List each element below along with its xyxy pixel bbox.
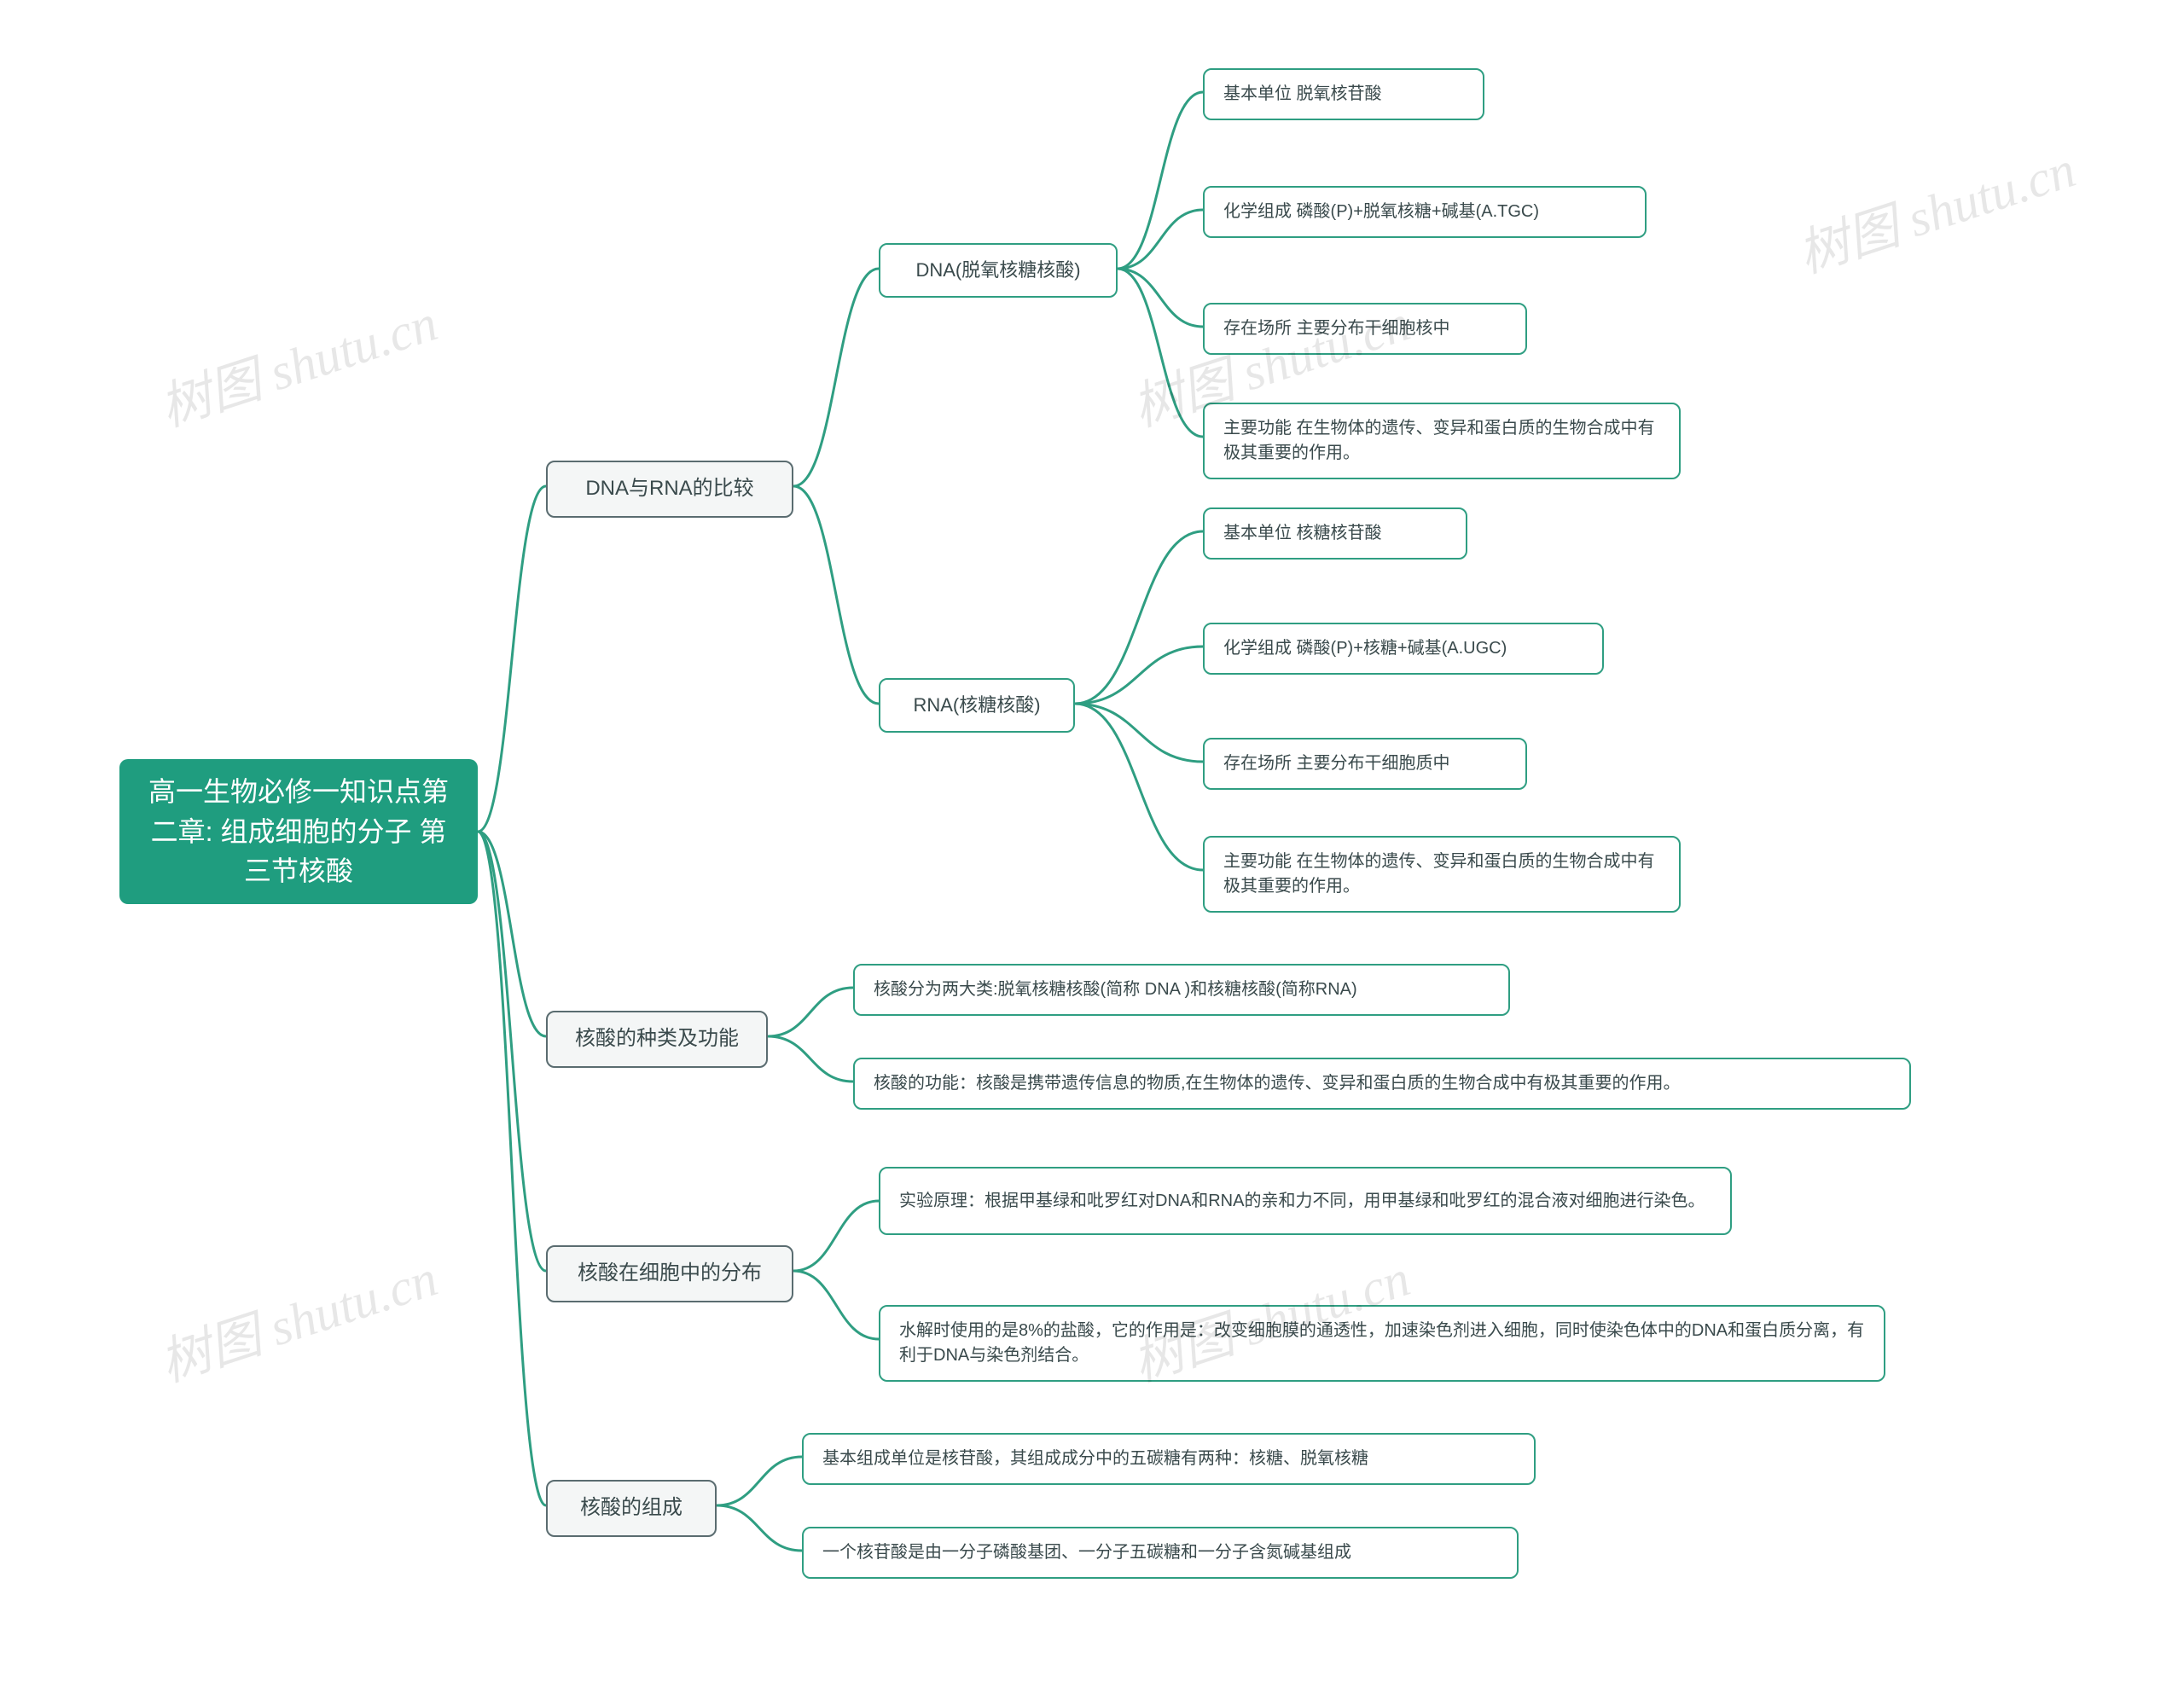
connector xyxy=(793,1201,879,1271)
branch-node-3: 核酸的组成 xyxy=(546,1480,717,1537)
connector xyxy=(768,988,853,1036)
connector xyxy=(793,269,879,486)
leaf-node-13: 一个核苷酸是由一分子磷酸基团、一分子五碳糖和一分子含氮碱基组成 xyxy=(802,1527,1519,1579)
connector xyxy=(1075,704,1203,762)
leaf-node-5: 化学组成 磷酸(P)+核糖+碱基(A.UGC) xyxy=(1203,623,1604,675)
leaf-node-0: 基本单位 脱氧核苷酸 xyxy=(1203,68,1484,120)
leaf-node-8: 核酸分为两大类:脱氧核糖核酸(简称 DNA )和核糖核酸(简称RNA) xyxy=(853,964,1510,1016)
root-node: 高一生物必修一知识点第二章: 组成细胞的分子 第三节核酸 xyxy=(119,759,478,904)
leaf-node-12: 基本组成单位是核苷酸，其组成成分中的五碳糖有两种：核糖、脱氧核糖 xyxy=(802,1433,1536,1485)
branch-node-2: 核酸在细胞中的分布 xyxy=(546,1245,793,1302)
leaf-node-1: 化学组成 磷酸(P)+脱氧核糖+碱基(A.TGC) xyxy=(1203,186,1647,238)
connector xyxy=(1075,531,1203,704)
branch-node-0: DNA与RNA的比较 xyxy=(546,461,793,518)
leaf-node-7: 主要功能 在生物体的遗传、变异和蛋白质的生物合成中有极其重要的作用。 xyxy=(1203,836,1681,913)
connector xyxy=(1118,269,1203,437)
connector xyxy=(1075,704,1203,870)
leaf-node-11: 水解时使用的是8%的盐酸，它的作用是：改变细胞膜的通透性，加速染色剂进入细胞，同… xyxy=(879,1305,1885,1382)
connector xyxy=(478,832,546,1036)
connector xyxy=(1118,210,1203,269)
connector xyxy=(1118,269,1203,327)
connector xyxy=(793,1271,879,1339)
leaf-node-10: 实验原理：根据甲基绿和吡罗红对DNA和RNA的亲和力不同，用甲基绿和吡罗红的混合… xyxy=(879,1167,1732,1235)
connector xyxy=(768,1036,853,1082)
connector xyxy=(478,486,546,832)
leaf-node-9: 核酸的功能：核酸是携带遗传信息的物质,在生物体的遗传、变异和蛋白质的生物合成中有… xyxy=(853,1058,1911,1110)
subbranch-node-1: RNA(核糖核酸) xyxy=(879,678,1075,733)
connector xyxy=(478,832,546,1271)
connector xyxy=(717,1457,802,1505)
leaf-node-3: 主要功能 在生物体的遗传、变异和蛋白质的生物合成中有极其重要的作用。 xyxy=(1203,403,1681,479)
leaf-node-6: 存在场所 主要分布干细胞质中 xyxy=(1203,738,1527,790)
leaf-node-4: 基本单位 核糖核苷酸 xyxy=(1203,507,1467,560)
subbranch-node-0: DNA(脱氧核糖核酸) xyxy=(879,243,1118,298)
branch-node-1: 核酸的种类及功能 xyxy=(546,1011,768,1068)
connector xyxy=(1075,647,1203,704)
mindmap-canvas: 高一生物必修一知识点第二章: 组成细胞的分子 第三节核酸DNA与RNA的比较核酸… xyxy=(0,0,2184,1705)
connector xyxy=(793,486,879,704)
connector xyxy=(717,1505,802,1551)
leaf-node-2: 存在场所 主要分布干细胞核中 xyxy=(1203,303,1527,355)
connector xyxy=(1118,92,1203,269)
